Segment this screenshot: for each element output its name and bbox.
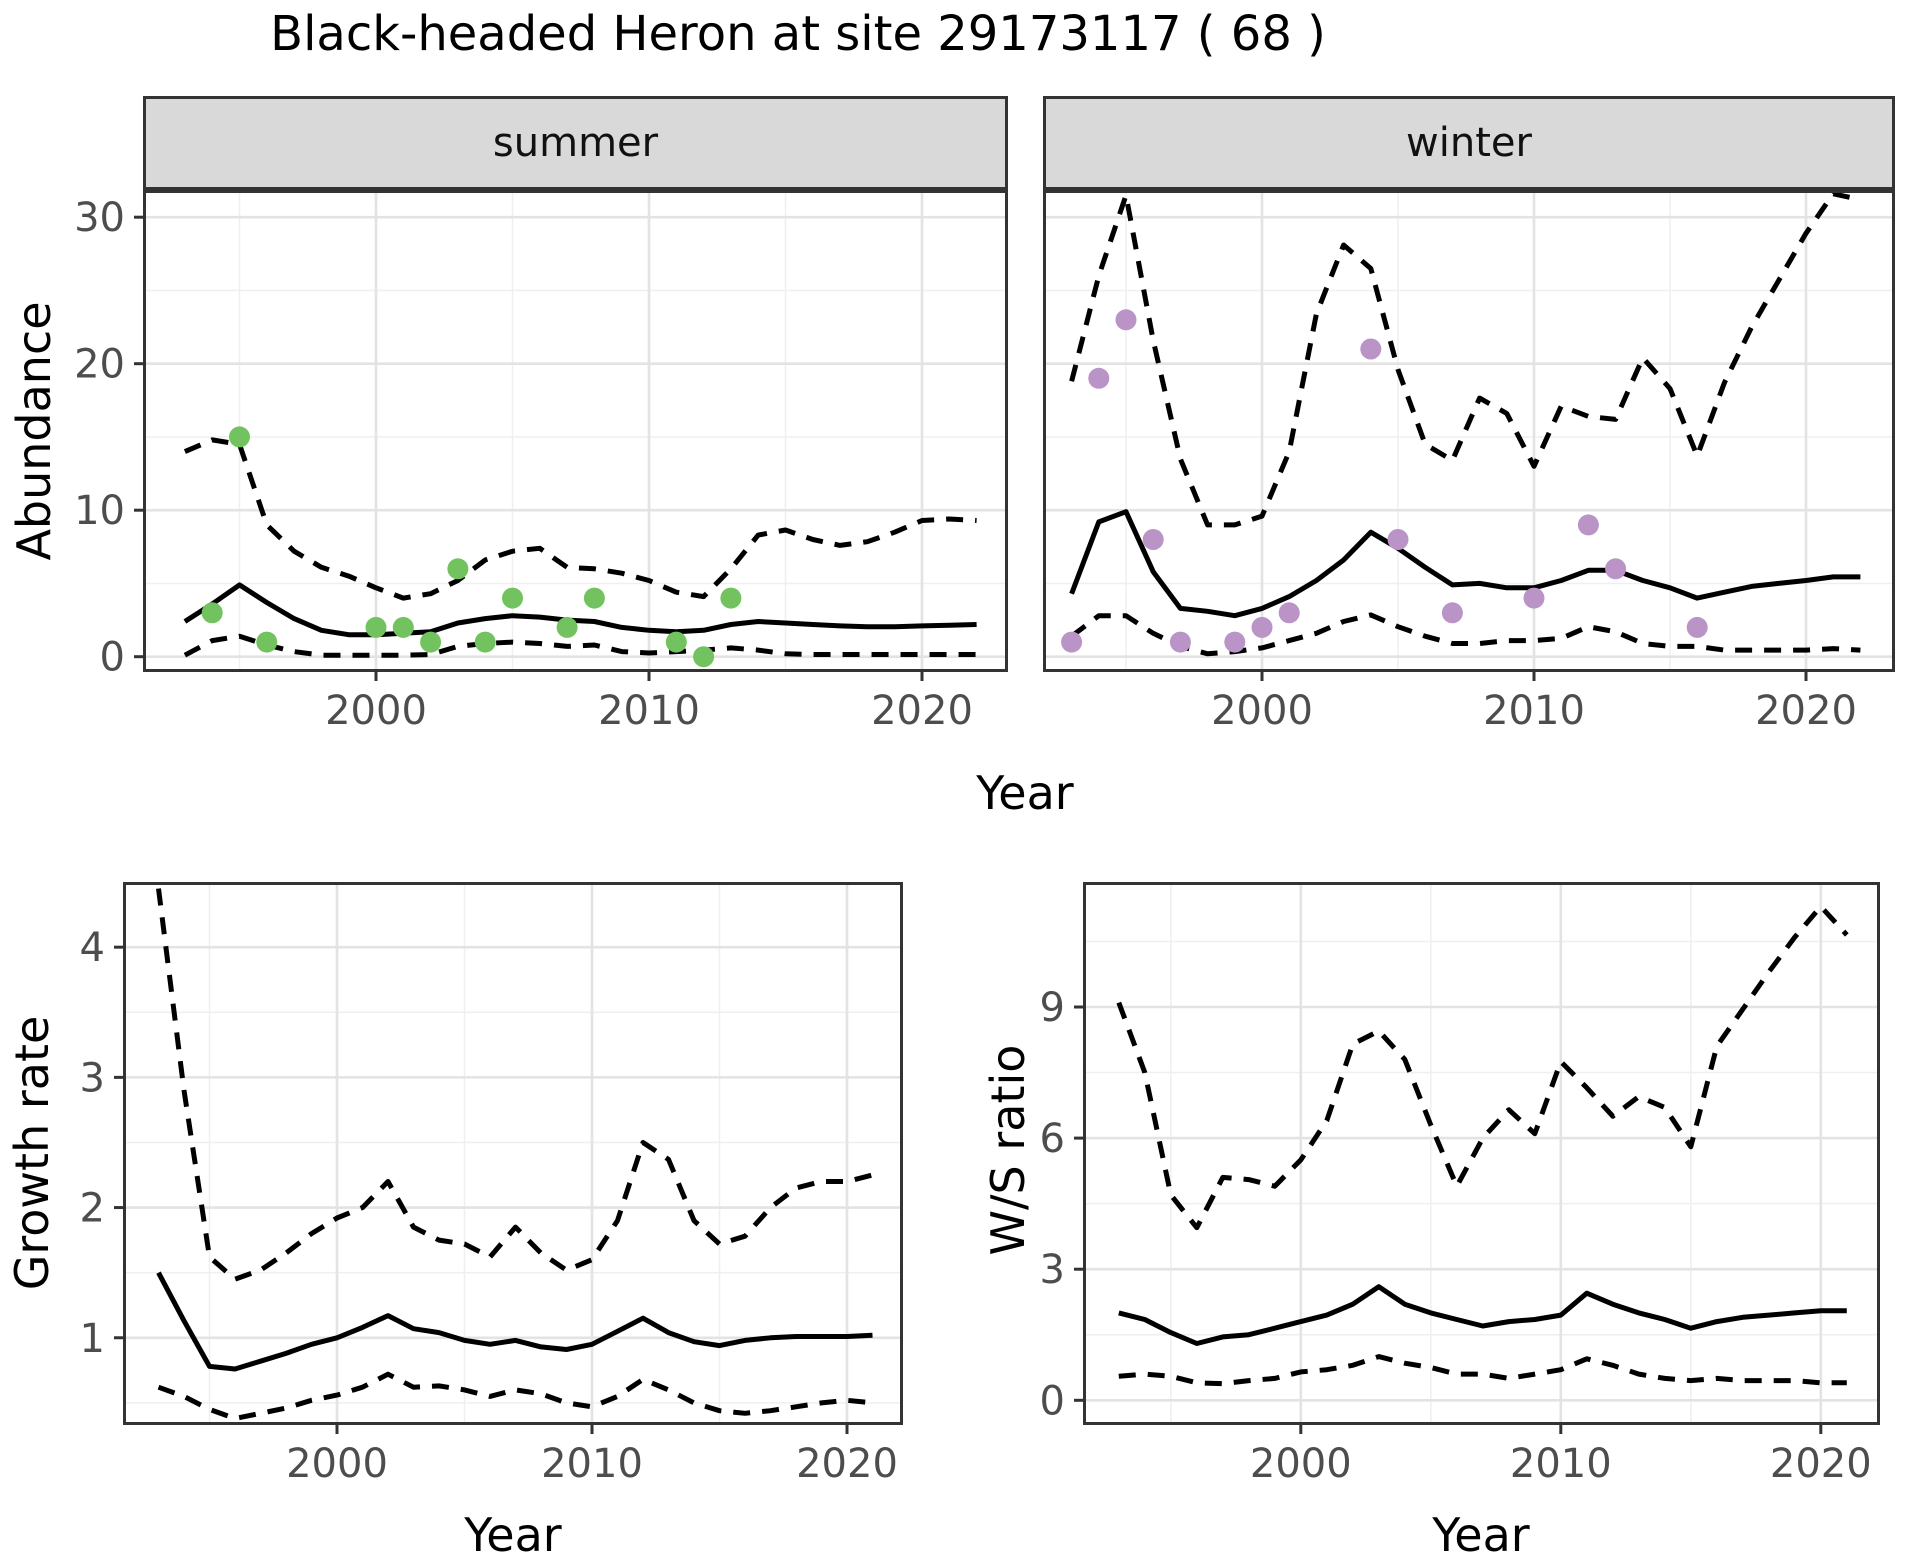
svg-text:2: 2 (80, 1186, 105, 1232)
top-x-axis-title: Year (976, 766, 1074, 820)
svg-text:2020: 2020 (1755, 688, 1857, 734)
abundance-axis-title: Abundance (7, 301, 61, 561)
svg-text:6: 6 (1040, 1116, 1065, 1162)
svg-text:2000: 2000 (325, 688, 427, 734)
svg-text:2010: 2010 (598, 688, 700, 734)
svg-text:0: 0 (1040, 1378, 1065, 1424)
svg-text:2020: 2020 (796, 1441, 898, 1487)
growth-x-axis-title: Year (464, 1508, 562, 1560)
svg-text:3: 3 (80, 1055, 105, 1101)
svg-text:10: 10 (74, 488, 125, 534)
svg-text:2000: 2000 (1250, 1441, 1352, 1487)
svg-text:30: 30 (74, 195, 125, 241)
facet-strip-summer: summer (143, 96, 1008, 190)
svg-text:4: 4 (80, 925, 105, 971)
svg-text:2020: 2020 (871, 688, 973, 734)
winter-abundance-panel: 2000 2010 2020 (1043, 190, 1895, 734)
growth-rate-panel: 2000 2010 2020 1 2 3 4 (80, 882, 903, 1487)
ws-ratio-panel: 2000 2010 2020 0 3 6 9 (1040, 882, 1880, 1487)
svg-text:2020: 2020 (1770, 1441, 1872, 1487)
svg-text:20: 20 (74, 342, 125, 388)
svg-text:2000: 2000 (1211, 688, 1313, 734)
svg-text:2000: 2000 (286, 1441, 388, 1487)
facet-strip-winter: winter (1043, 96, 1895, 190)
svg-text:9: 9 (1040, 985, 1065, 1031)
ws-ratio-axis-title: W/S ratio (981, 1044, 1035, 1256)
svg-text:2010: 2010 (1483, 688, 1585, 734)
svg-text:0: 0 (100, 635, 125, 681)
svg-text:1: 1 (80, 1316, 105, 1362)
growth-rate-axis-title: Growth rate (5, 1015, 59, 1291)
facet-strip-winter-label: winter (1406, 120, 1532, 166)
chart-title: Black-headed Heron at site 29173117 ( 68… (270, 6, 1326, 62)
svg-text:2010: 2010 (541, 1441, 643, 1487)
summer-abundance-panel: 2000 2010 2020 0 10 20 30 (74, 190, 1008, 734)
svg-text:3: 3 (1040, 1247, 1065, 1293)
svg-text:2010: 2010 (1510, 1441, 1612, 1487)
facet-strip-summer-label: summer (492, 120, 659, 166)
ws-x-axis-title: Year (1432, 1508, 1530, 1560)
